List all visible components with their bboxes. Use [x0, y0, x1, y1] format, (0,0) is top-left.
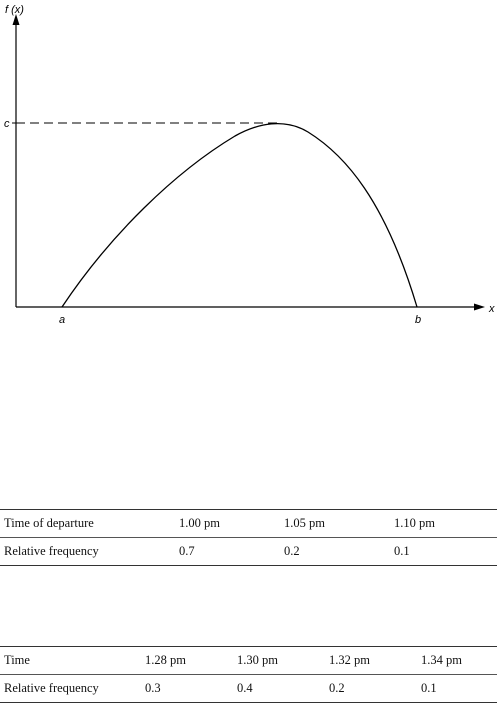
- table-cell: 0.1: [390, 537, 497, 566]
- y-axis-arrow-icon: [12, 14, 20, 25]
- table-cell: 0.3: [141, 674, 233, 703]
- arrival-time-table: Time 1.28 pm 1.30 pm 1.32 pm 1.34 pm Rel…: [0, 646, 497, 703]
- table-cell: 1.34 pm: [417, 646, 497, 675]
- peak-label: c: [4, 118, 10, 130]
- y-axis-label: f (x): [5, 4, 24, 16]
- table-cell: 1.05 pm: [280, 509, 390, 538]
- table-cell: 0.2: [325, 674, 417, 703]
- right-bound-label: b: [415, 314, 421, 326]
- table-row-label: Time of departure: [0, 509, 175, 538]
- table-row: Relative frequency 0.3 0.4 0.2 0.1: [0, 674, 497, 703]
- table-cell: 0.1: [417, 674, 497, 703]
- table-cell: 1.10 pm: [390, 509, 497, 538]
- table-row-label: Relative frequency: [0, 537, 175, 566]
- density-graph: f (x) x c a b: [4, 4, 495, 326]
- left-bound-label: a: [59, 314, 65, 326]
- table-row-label: Time: [0, 646, 141, 675]
- table-cell: 1.30 pm: [233, 646, 325, 675]
- table-cell: 0.2: [280, 537, 390, 566]
- table-row-label: Relative frequency: [0, 674, 141, 703]
- table-cell: 1.28 pm: [141, 646, 233, 675]
- table-row: Relative frequency 0.7 0.2 0.1: [0, 537, 497, 566]
- x-axis-arrow-icon: [474, 303, 485, 311]
- table-cell: 1.32 pm: [325, 646, 417, 675]
- departure-time-table: Time of departure 1.00 pm 1.05 pm 1.10 p…: [0, 509, 497, 566]
- table-row: Time of departure 1.00 pm 1.05 pm 1.10 p…: [0, 509, 497, 538]
- table-row: Time 1.28 pm 1.30 pm 1.32 pm 1.34 pm: [0, 646, 497, 675]
- table-cell: 1.00 pm: [175, 509, 280, 538]
- table-cell: 0.7: [175, 537, 280, 566]
- density-curve: [61, 122, 418, 308]
- table-cell: 0.4: [233, 674, 325, 703]
- x-axis-label: x: [488, 303, 495, 315]
